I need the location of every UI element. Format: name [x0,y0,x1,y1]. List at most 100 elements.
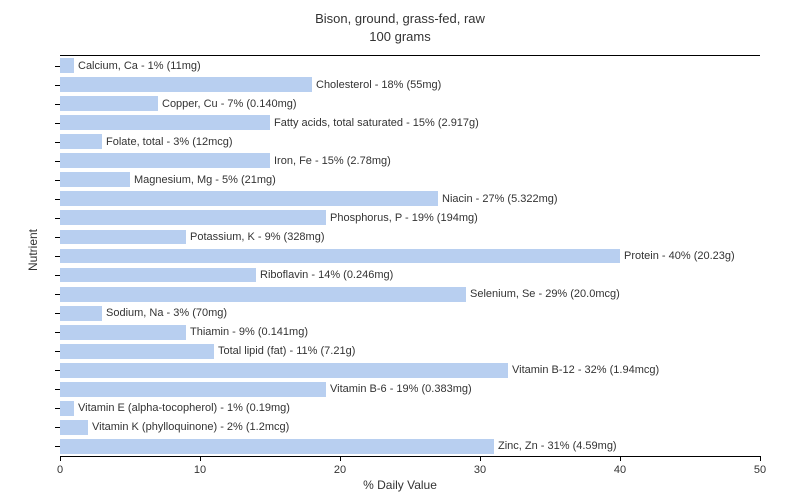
y-tick [55,237,60,238]
y-tick [55,85,60,86]
bar-row: Phosphorus, P - 19% (194mg) [60,210,326,225]
bar [60,230,186,245]
bar-label: Fatty acids, total saturated - 15% (2.91… [270,117,479,129]
bar-label: Potassium, K - 9% (328mg) [186,231,325,243]
bar-row: Iron, Fe - 15% (2.78mg) [60,153,270,168]
bar-label: Folate, total - 3% (12mcg) [102,136,233,148]
chart-title: Bison, ground, grass-fed, raw 100 grams [0,0,800,46]
y-axis-label: Nutrient [26,229,40,271]
bar [60,382,326,397]
bar-label: Protein - 40% (20.23g) [620,250,735,262]
bar [60,287,466,302]
x-tick [620,456,621,461]
y-tick [55,180,60,181]
bar-row: Copper, Cu - 7% (0.140mg) [60,96,158,111]
bar [60,344,214,359]
bar-row: Zinc, Zn - 31% (4.59mg) [60,439,494,454]
y-tick [55,104,60,105]
y-tick [55,351,60,352]
bar [60,153,270,168]
bar-label: Vitamin E (alpha-tocopherol) - 1% (0.19m… [74,402,290,414]
bar [60,363,508,378]
bar-row: Folate, total - 3% (12mcg) [60,134,102,149]
bar [60,268,256,283]
x-tick [60,456,61,461]
y-tick [55,123,60,124]
x-tick [200,456,201,461]
bar [60,191,438,206]
x-tick [760,456,761,461]
bar-row: Vitamin B-6 - 19% (0.383mg) [60,382,326,397]
bar-label: Total lipid (fat) - 11% (7.21g) [214,345,355,357]
bar-row: Fatty acids, total saturated - 15% (2.91… [60,115,270,130]
y-tick [55,142,60,143]
bar-label: Copper, Cu - 7% (0.140mg) [158,98,297,110]
bar-row: Magnesium, Mg - 5% (21mg) [60,172,130,187]
chart-container: Bison, ground, grass-fed, raw 100 grams … [0,0,800,500]
bar-row: Vitamin B-12 - 32% (1.94mcg) [60,363,508,378]
y-tick [55,161,60,162]
x-tick-label: 10 [194,464,206,476]
y-tick [55,199,60,200]
bar-label: Vitamin K (phylloquinone) - 2% (1.2mcg) [88,421,289,433]
x-tick [480,456,481,461]
bar-label: Sodium, Na - 3% (70mg) [102,307,227,319]
bar-label: Magnesium, Mg - 5% (21mg) [130,174,276,186]
y-tick [55,256,60,257]
bar-label: Phosphorus, P - 19% (194mg) [326,212,478,224]
x-tick-label: 20 [334,464,346,476]
bar [60,96,158,111]
bar [60,210,326,225]
bar-label: Selenium, Se - 29% (20.0mcg) [466,288,620,300]
bar [60,77,312,92]
bar-row: Selenium, Se - 29% (20.0mcg) [60,287,466,302]
x-axis-label: % Daily Value [0,478,800,492]
bar-row: Vitamin K (phylloquinone) - 2% (1.2mcg) [60,420,88,435]
bar [60,249,620,264]
bar-label: Vitamin B-6 - 19% (0.383mg) [326,383,472,395]
y-tick [55,389,60,390]
bar [60,325,186,340]
plot-area: Calcium, Ca - 1% (11mg) Cholesterol - 18%… [60,55,760,457]
bar-row: Total lipid (fat) - 11% (7.21g) [60,344,214,359]
bar [60,115,270,130]
x-tick-label: 0 [57,464,63,476]
y-tick [55,427,60,428]
y-tick [55,370,60,371]
bar-label: Iron, Fe - 15% (2.78mg) [270,155,391,167]
y-tick [55,275,60,276]
bars-group: Calcium, Ca - 1% (11mg) Cholesterol - 18%… [60,56,760,456]
x-tick-label: 50 [754,464,766,476]
bar-label: Cholesterol - 18% (55mg) [312,79,441,91]
bar [60,420,88,435]
bar-row: Vitamin E (alpha-tocopherol) - 1% (0.19m… [60,401,74,416]
y-tick [55,294,60,295]
bar [60,172,130,187]
x-tick-label: 30 [474,464,486,476]
bar-label: Niacin - 27% (5.322mg) [438,193,558,205]
bar-label: Calcium, Ca - 1% (11mg) [74,60,201,72]
y-tick [55,408,60,409]
bar-row: Riboflavin - 14% (0.246mg) [60,268,256,283]
bar-row: Protein - 40% (20.23g) [60,249,620,264]
y-tick [55,66,60,67]
bar-label: Riboflavin - 14% (0.246mg) [256,269,393,281]
bar [60,401,74,416]
bar-row: Sodium, Na - 3% (70mg) [60,306,102,321]
bar-label: Thiamin - 9% (0.141mg) [186,326,308,338]
bar-row: Calcium, Ca - 1% (11mg) [60,58,74,73]
y-tick [55,446,60,447]
bar-row: Thiamin - 9% (0.141mg) [60,325,186,340]
bar [60,306,102,321]
bar-row: Niacin - 27% (5.322mg) [60,191,438,206]
bar-label: Vitamin B-12 - 32% (1.94mcg) [508,364,659,376]
y-tick [55,313,60,314]
bar-label: Zinc, Zn - 31% (4.59mg) [494,440,617,452]
bar [60,439,494,454]
title-line2: 100 grams [369,29,430,44]
bar-row: Potassium, K - 9% (328mg) [60,230,186,245]
x-tick [340,456,341,461]
bar [60,134,102,149]
y-tick [55,218,60,219]
bar [60,58,74,73]
